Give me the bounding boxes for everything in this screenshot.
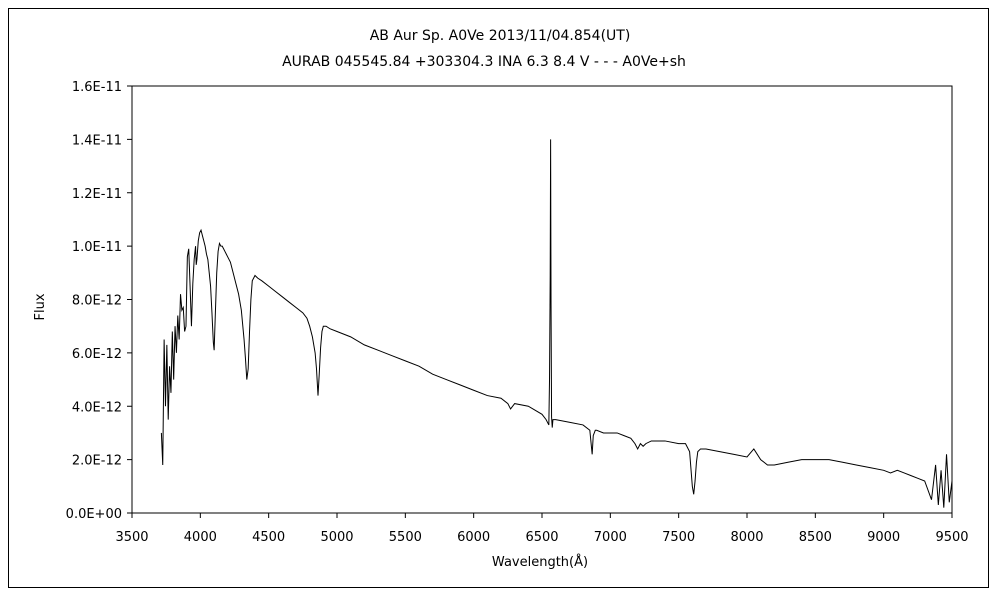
x-axis: 3500 4000 4500 5000 5500 6000 6500 7000 7500 8000… (115, 513, 969, 545)
chart-title-line1: AB Aur Sp. A0Ve 2013/11/04.854(UT) (370, 28, 631, 44)
y-tick-label: 1.2E-11 (72, 187, 122, 202)
chart-frame (8, 8, 989, 588)
x-axis-label: Wavelength(Å) (492, 554, 588, 570)
y-tick-label: 4.0E-12 (72, 400, 122, 415)
x-tick-label: 6000 (457, 530, 490, 545)
x-tick-label: 3500 (115, 530, 148, 545)
y-tick-label: 8.0E-12 (72, 294, 122, 309)
x-tick-label: 5000 (320, 530, 353, 545)
y-tick-label: 1.4E-11 (72, 133, 122, 148)
x-tick-label: 9500 (935, 530, 968, 545)
y-tick-label: 1.0E-11 (72, 240, 122, 255)
y-axis: 0.0E+00 2.0E-12 4.0E-12 6.0E-12 8.0E-12 1.0E-… (66, 80, 132, 522)
y-axis-label: Flux (33, 293, 48, 320)
x-tick-label: 7000 (594, 530, 627, 545)
y-tick-label: 6.0E-12 (72, 347, 122, 362)
x-tick-label: 4000 (184, 530, 217, 545)
x-tick-label: 9000 (867, 530, 900, 545)
chart-title-line2: AURAB 045545.84 +303304.3 INA 6.3 8.4 V … (282, 54, 686, 70)
x-tick-label: 7500 (662, 530, 695, 545)
x-tick-label: 5500 (389, 530, 422, 545)
y-tick-label: 2.0E-12 (72, 454, 122, 469)
y-tick-label: 0.0E+00 (66, 507, 122, 522)
plot-area (131, 85, 953, 514)
x-tick-label: 8500 (799, 530, 832, 545)
x-tick-label: 6500 (525, 530, 558, 545)
spectrum-series-line (160, 139, 953, 508)
x-tick-label: 4500 (252, 530, 285, 545)
y-tick-label: 1.6E-11 (72, 80, 122, 95)
x-tick-label: 8000 (730, 530, 763, 545)
